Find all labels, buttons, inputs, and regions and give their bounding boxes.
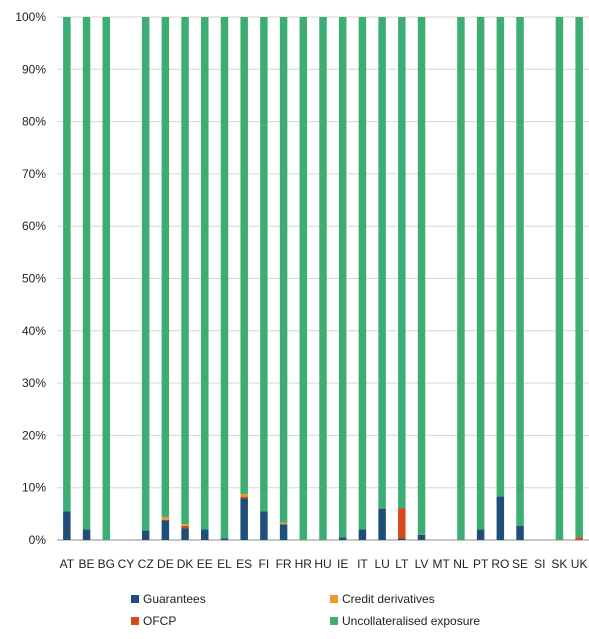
x-tick-label: UK [571,557,588,571]
bar-segment-credit-derivatives-de [161,516,170,521]
bar-segment-guarantees-fi [260,511,268,540]
bar-segment-uncollateralised-exposure-hr [299,17,308,540]
legend-label: Credit derivatives [342,592,435,606]
bar-segment-guarantees-lu [378,508,386,540]
bar-segment-ofcp-es [240,496,248,499]
legend-label: OFCP [143,614,176,628]
bar-segment-uncollateralised-exposure-se [516,17,524,526]
x-tick-label: NL [453,557,469,571]
legend-swatch [330,617,338,625]
y-tick-label: 90% [22,62,46,76]
legend-label: Guarantees [143,592,206,606]
bar-segment-guarantees-se [516,525,524,540]
legend-swatch [330,595,338,603]
bar-segment-uncollateralised-exposure-fr [279,17,288,523]
bar-segment-guarantees-at [63,511,71,540]
x-tick-label: HU [314,557,331,571]
bar-segment-uncollateralised-exposure-it [358,17,367,530]
bar-segment-uncollateralised-exposure-cz [141,17,150,531]
bar-segment-uncollateralised-exposure-at [63,17,71,512]
x-tick-label: SE [512,557,528,571]
bar-segment-uncollateralised-exposure-nl [457,17,465,540]
bar-segment-guarantees-cz [141,530,150,540]
y-tick-label: 60% [22,219,46,233]
bar-segment-uncollateralised-exposure-hu [319,17,327,540]
legend-swatch [131,617,139,625]
x-tick-label: EL [217,557,232,571]
y-tick-label: 100% [15,10,46,24]
x-tick-label: SK [551,557,567,571]
bar-segment-guarantees-el [220,538,229,540]
x-tick-label: IE [337,557,348,571]
bar-segment-credit-derivatives-fr [279,522,288,525]
bar-segment-uncollateralised-exposure-uk [575,17,583,538]
bar-segment-uncollateralised-exposure-lt [398,17,406,509]
bar-segment-ofcp-lt [398,508,406,539]
bar-segment-credit-derivatives-dk [181,524,189,526]
bar-segment-guarantees-de [161,520,170,540]
bar-segment-uncollateralised-exposure-bg [102,17,111,540]
x-tick-label: DK [177,557,194,571]
x-tick-label: FR [276,557,292,571]
bar-segment-guarantees-lv [417,534,426,540]
x-tick-label: CZ [138,557,154,571]
x-tick-label: DE [157,557,174,571]
y-tick-label: 80% [22,115,46,129]
bar-segment-uncollateralised-exposure-dk [181,17,189,525]
x-tick-label: IT [357,557,368,571]
x-tick-label: HR [295,557,313,571]
bar-segment-uncollateralised-exposure-es [240,17,248,494]
bar-segment-credit-derivatives-es [240,493,248,497]
bar-segment-uncollateralised-exposure-be [82,17,91,530]
bar-segment-guarantees-be [82,529,91,540]
x-tick-label: ES [236,557,252,571]
x-tick-label: LT [395,557,409,571]
x-tick-label: FI [259,557,270,571]
legend-swatch [131,595,139,603]
x-tick-label: RO [491,557,509,571]
bar-segment-guarantees-ie [338,537,347,540]
y-tick-label: 10% [22,481,46,495]
x-tick-label: LU [374,557,389,571]
y-tick-label: 30% [22,376,46,390]
bar-segment-uncollateralised-exposure-el [220,17,229,539]
bar-segment-guarantees-lt [398,538,406,540]
bar-segment-guarantees-pt [476,529,485,540]
bar-segment-guarantees-fr [279,524,288,540]
bar-segment-uncollateralised-exposure-ro [496,17,505,497]
bar-segment-uncollateralised-exposure-pt [476,17,485,530]
x-tick-label: AT [60,557,75,571]
y-tick-label: 70% [22,167,46,181]
bar-segment-guarantees-es [240,498,248,540]
bar-segment-uncollateralised-exposure-ie [338,17,347,538]
x-tick-label: BG [98,557,115,571]
bar-segment-guarantees-ee [201,529,209,540]
x-tick-label: LV [415,557,429,571]
x-tick-label: MT [433,557,451,571]
y-tick-label: 50% [22,272,46,286]
x-tick-label: SI [534,557,545,571]
bar-segment-ofcp-dk [181,525,189,529]
x-tick-label: CY [118,557,135,571]
bar-segment-uncollateralised-exposure-sk [555,17,564,540]
legend-label: Uncollateralised exposure [342,614,480,628]
y-tick-label: 40% [22,324,46,338]
x-tick-label: PT [473,557,489,571]
bar-segment-uncollateralised-exposure-ee [201,17,209,530]
bar-segment-guarantees-ro [496,496,505,540]
x-tick-label: EE [197,557,213,571]
bar-segment-guarantees-it [358,529,367,540]
bar-segment-guarantees-dk [181,528,189,540]
x-tick-label: BE [79,557,95,571]
y-tick-label: 0% [29,533,47,547]
bar-segment-uncollateralised-exposure-fi [260,17,268,512]
y-tick-label: 20% [22,428,46,442]
bar-segment-uncollateralised-exposure-de [161,17,170,517]
bar-segment-uncollateralised-exposure-lv [417,17,426,535]
bar-segment-uncollateralised-exposure-lu [378,17,386,509]
bar-segment-ofcp-uk [575,537,583,540]
